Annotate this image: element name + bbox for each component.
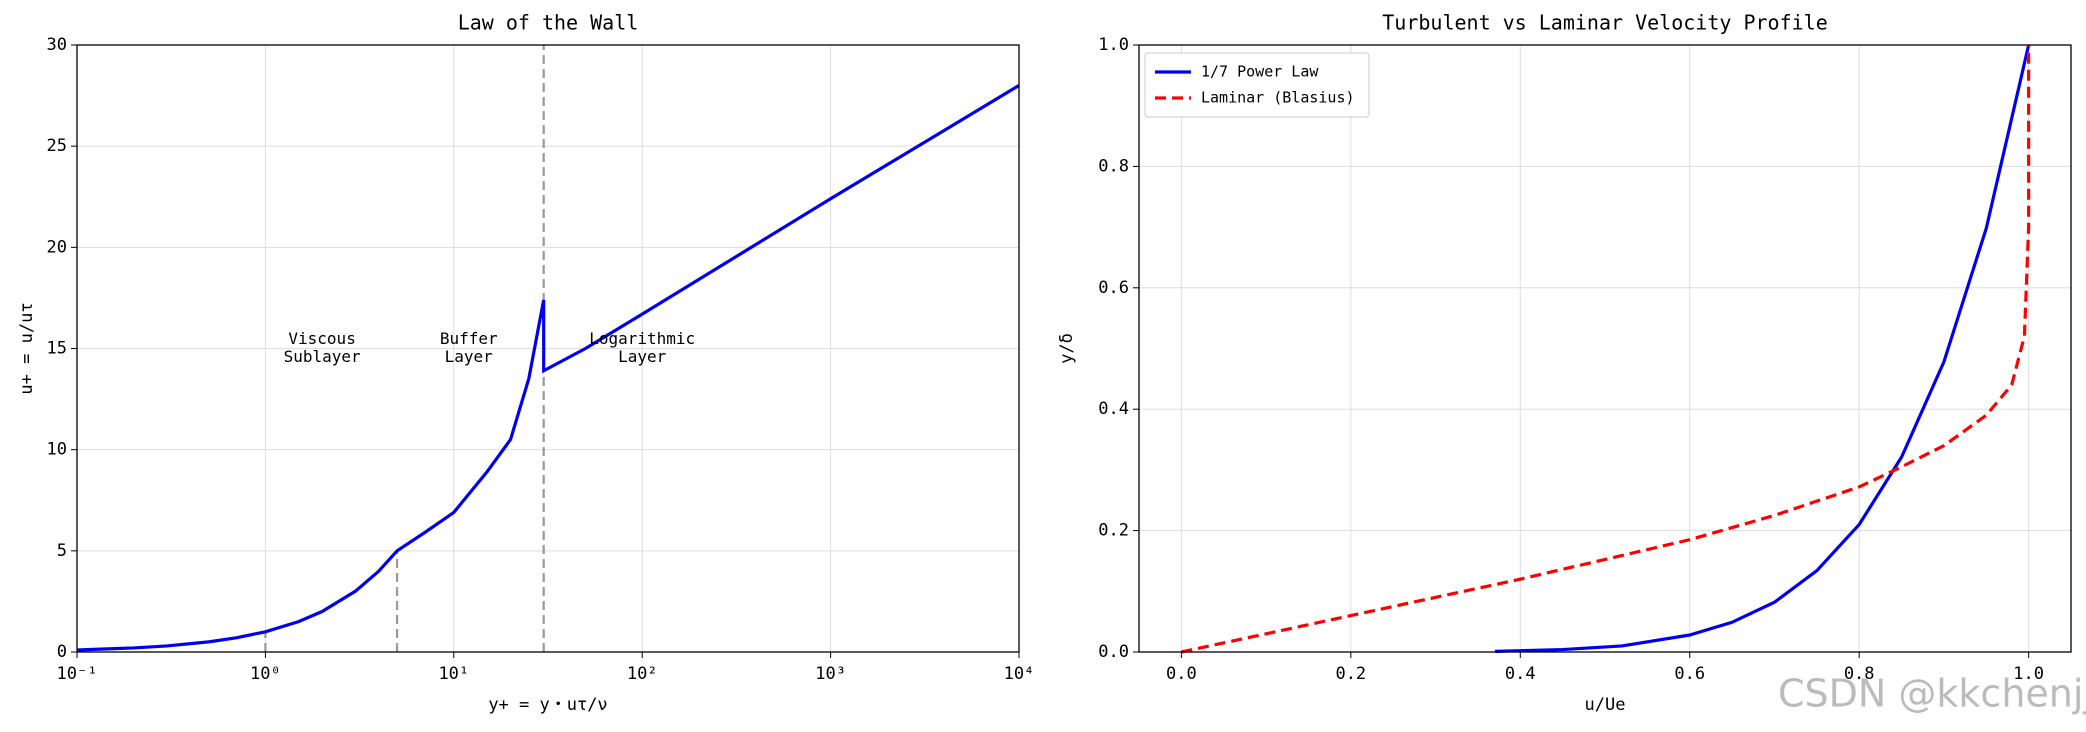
annotation: Layer	[618, 347, 667, 366]
x-tick-label: 0.4	[1505, 664, 1536, 684]
legend-label: Laminar (Blasius)	[1201, 89, 1355, 107]
plot-frame	[76, 44, 1020, 653]
y-tick-label: 5	[57, 541, 67, 561]
plot-frame	[1138, 44, 2072, 653]
x-tick-label: 1.0	[2013, 664, 2044, 684]
series-line	[1494, 44, 2031, 653]
y-tick-label: 0.8	[1098, 156, 1129, 176]
y-tick-label: 0.2	[1098, 521, 1129, 541]
legend-label: 1/7 Power Law	[1201, 63, 1319, 81]
y-tick-label: 20	[47, 237, 67, 257]
x-axis-label: u/Ue	[1585, 695, 1626, 715]
series-line	[1181, 45, 2031, 654]
x-tick-label: 0.6	[1674, 664, 1705, 684]
y-tick-label: 0.0	[1098, 642, 1129, 662]
x-tick-label: 0.2	[1335, 664, 1366, 684]
annotation: Logarithmic	[589, 329, 695, 348]
annotation: Sublayer	[284, 347, 361, 366]
y-tick-label: 10	[47, 440, 67, 460]
x-tick-label: 10³	[815, 664, 846, 684]
chart-title: Law of the Wall	[458, 11, 639, 35]
x-tick-label: 10⁴	[1004, 664, 1035, 684]
x-tick-label: 0.8	[1844, 664, 1875, 684]
chart-title: Turbulent vs Laminar Velocity Profile	[1382, 11, 1828, 35]
y-tick-label: 25	[47, 136, 67, 156]
annotation: Viscous	[288, 329, 355, 348]
y-axis-label: u+ = u/uτ	[17, 302, 37, 394]
x-tick-label: 10⁻¹	[57, 664, 98, 684]
series-line	[76, 84, 1020, 652]
y-tick-label: 0	[57, 642, 67, 662]
x-axis-label: y+ = y・uτ/ν	[488, 695, 607, 715]
y-axis-label: y/δ	[1057, 333, 1077, 364]
x-tick-label: 10²	[627, 664, 658, 684]
x-tick-label: 10⁰	[250, 664, 281, 684]
y-tick-label: 15	[47, 339, 67, 359]
x-tick-label: 0.0	[1166, 664, 1197, 684]
legend-box	[1144, 52, 1370, 118]
y-tick-label: 0.4	[1098, 399, 1129, 419]
annotation: Buffer	[440, 329, 498, 348]
y-tick-label: 0.6	[1098, 278, 1129, 298]
x-tick-label: 10¹	[438, 664, 469, 684]
annotation: Layer	[445, 347, 494, 366]
y-tick-label: 1.0	[1098, 35, 1129, 55]
watermark: CSDN @kkchenjj	[1778, 672, 2086, 716]
y-tick-label: 30	[47, 35, 67, 55]
